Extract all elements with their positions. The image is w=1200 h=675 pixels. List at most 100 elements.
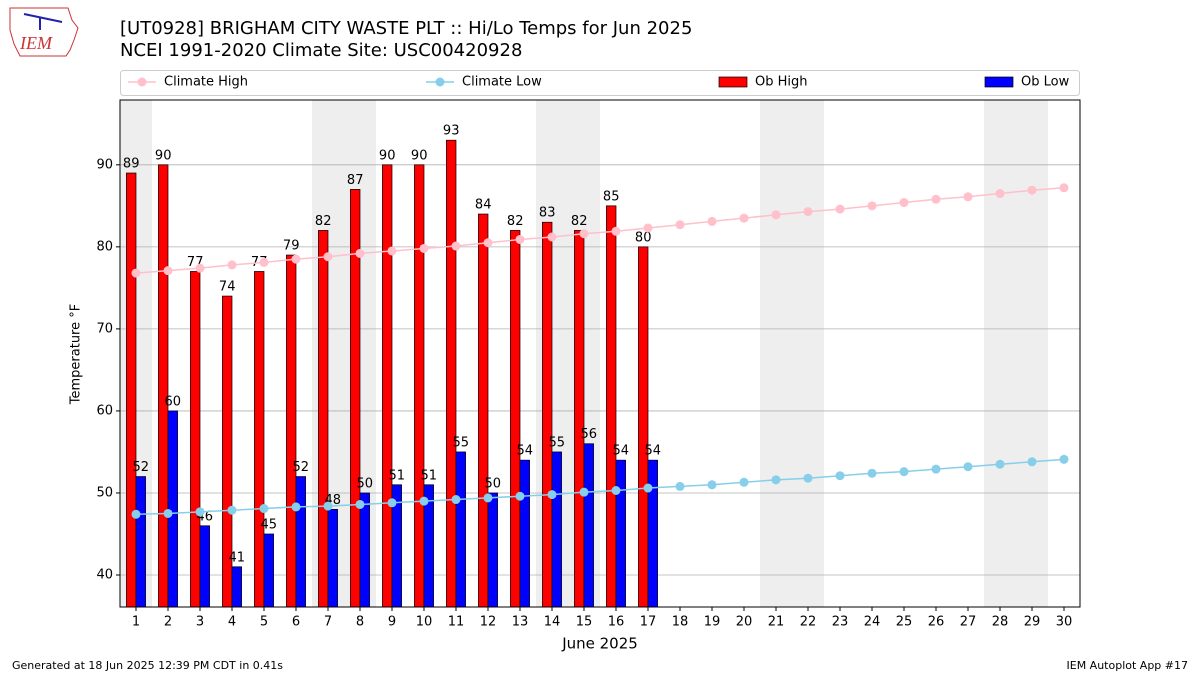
value-label: 83 [539,206,556,221]
bar [647,459,658,608]
legend-label: Climate Low [462,75,542,90]
line [135,187,1065,274]
point [899,467,909,477]
bar [382,164,393,608]
point [579,487,589,497]
bar [510,230,521,608]
x-tick-label: 2 [164,615,172,630]
x-tick-label: 4 [228,615,236,630]
point [131,268,141,278]
point [387,498,397,508]
x-axis-label: June 2025 [561,635,638,653]
x-tick-label: 27 [960,615,977,630]
point [355,248,365,258]
x-tick-label: 19 [704,615,721,630]
value-label: 55 [549,435,566,450]
value-label: 41 [229,550,246,565]
point [995,189,1005,199]
plot-frame [119,99,1081,608]
bar [551,451,562,608]
value-label: 45 [261,517,278,532]
point [995,459,1005,469]
legend-box [120,70,1080,96]
legend-marker [435,77,445,87]
point [1027,185,1037,195]
legend-swatch [718,76,748,88]
bar [295,476,306,608]
x-tick-label: 1 [132,615,140,630]
value-label: 90 [411,148,428,163]
point [771,475,781,485]
point [387,246,397,256]
x-tick-label: 8 [356,615,364,630]
value-label: 82 [507,214,524,229]
x-tick-label: 9 [388,615,396,630]
x-tick-label: 3 [196,615,204,630]
point [675,220,685,230]
value-label: 93 [443,124,460,139]
x-tick-label: 26 [928,615,945,630]
value-label: 55 [453,435,470,450]
x-tick-label: 7 [324,615,332,630]
x-tick-label: 17 [640,615,657,630]
y-tick-label: 90 [96,157,113,172]
point [867,201,877,211]
point [1059,183,1069,193]
x-tick-label: 25 [896,615,913,630]
point [643,483,653,493]
x-tick-label: 10 [416,615,433,630]
point [195,507,205,517]
logo: IEM [9,7,79,57]
x-tick-label: 6 [292,615,300,630]
bar [126,172,137,608]
point [803,473,813,483]
point [259,504,269,514]
weekend-band [760,100,792,607]
y-tick-label: 60 [96,403,113,418]
x-tick-label: 29 [1024,615,1041,630]
bar [583,443,594,608]
point [355,499,365,509]
bar [359,492,370,608]
value-label: 74 [219,280,236,295]
value-label: 60 [165,394,182,409]
x-tick-label: 28 [992,615,1009,630]
chart-subtitle: NCEI 1991-2020 Climate Site: USC00420928 [120,40,522,61]
point [451,495,461,505]
bar [606,205,617,608]
point [515,234,525,244]
legend-marker [137,77,147,87]
point [739,477,749,487]
bar [231,566,242,608]
bar [574,230,585,608]
point [227,260,237,270]
point [483,238,493,248]
point [451,241,461,251]
x-tick-label: 11 [448,615,465,630]
x-tick-label: 24 [864,615,881,630]
value-label: 90 [379,148,396,163]
bar [167,410,178,608]
value-label: 54 [613,444,630,459]
legend-label: Climate High [164,75,248,90]
point [771,210,781,220]
point [611,226,621,236]
x-tick-label: 18 [672,615,689,630]
x-tick-label: 14 [544,615,561,630]
point [899,198,909,208]
value-label: 51 [421,468,438,483]
value-label: 87 [347,173,364,188]
x-tick-label: 30 [1056,615,1073,630]
bar [519,459,530,608]
point [611,486,621,496]
value-label: 82 [315,214,332,229]
point [579,229,589,239]
point [291,254,301,264]
point [227,505,237,515]
bar [263,533,274,608]
bar [190,271,201,608]
point [835,471,845,481]
point [707,480,717,490]
value-label: 85 [603,189,620,204]
y-tick-label: 40 [96,568,113,583]
